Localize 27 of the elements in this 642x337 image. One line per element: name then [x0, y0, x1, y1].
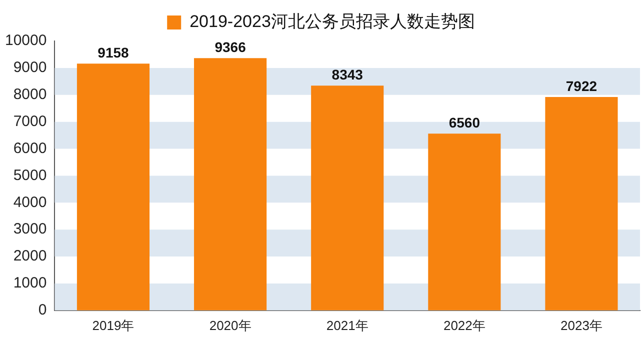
- y-tick-label: 4000: [13, 194, 47, 211]
- bar: [194, 58, 267, 310]
- bar: [311, 86, 384, 310]
- y-tick-label: 9000: [13, 59, 47, 76]
- y-tick-label: 1000: [13, 274, 47, 292]
- data-label: 6560: [448, 114, 480, 131]
- y-tick-label: 7000: [13, 112, 47, 130]
- x-tick-label: 2019年: [92, 318, 134, 333]
- data-label: 9158: [98, 44, 130, 61]
- y-tick-label: 0: [38, 302, 47, 319]
- legend-label: 2019-2023河北公务员招录人数走势图: [190, 12, 475, 32]
- data-label: 7922: [566, 78, 598, 94]
- y-tick-label: 5000: [13, 166, 47, 184]
- bar: [545, 96, 618, 310]
- y-tick-label: 10000: [4, 32, 47, 50]
- x-tick-label: 2020年: [209, 318, 252, 333]
- y-tick-label: 8000: [13, 86, 47, 104]
- bar: [76, 64, 150, 310]
- bar: [428, 134, 501, 310]
- x-tick-label: 2021年: [326, 318, 368, 333]
- x-tick-label: 2022年: [443, 318, 486, 333]
- data-label: 9366: [214, 38, 246, 55]
- x-tick-label: 2023年: [560, 318, 602, 333]
- y-tick-label: 2000: [13, 248, 47, 265]
- data-label: 8343: [332, 66, 364, 82]
- y-tick-label: 6000: [13, 140, 47, 157]
- y-tick-label: 3000: [13, 220, 47, 238]
